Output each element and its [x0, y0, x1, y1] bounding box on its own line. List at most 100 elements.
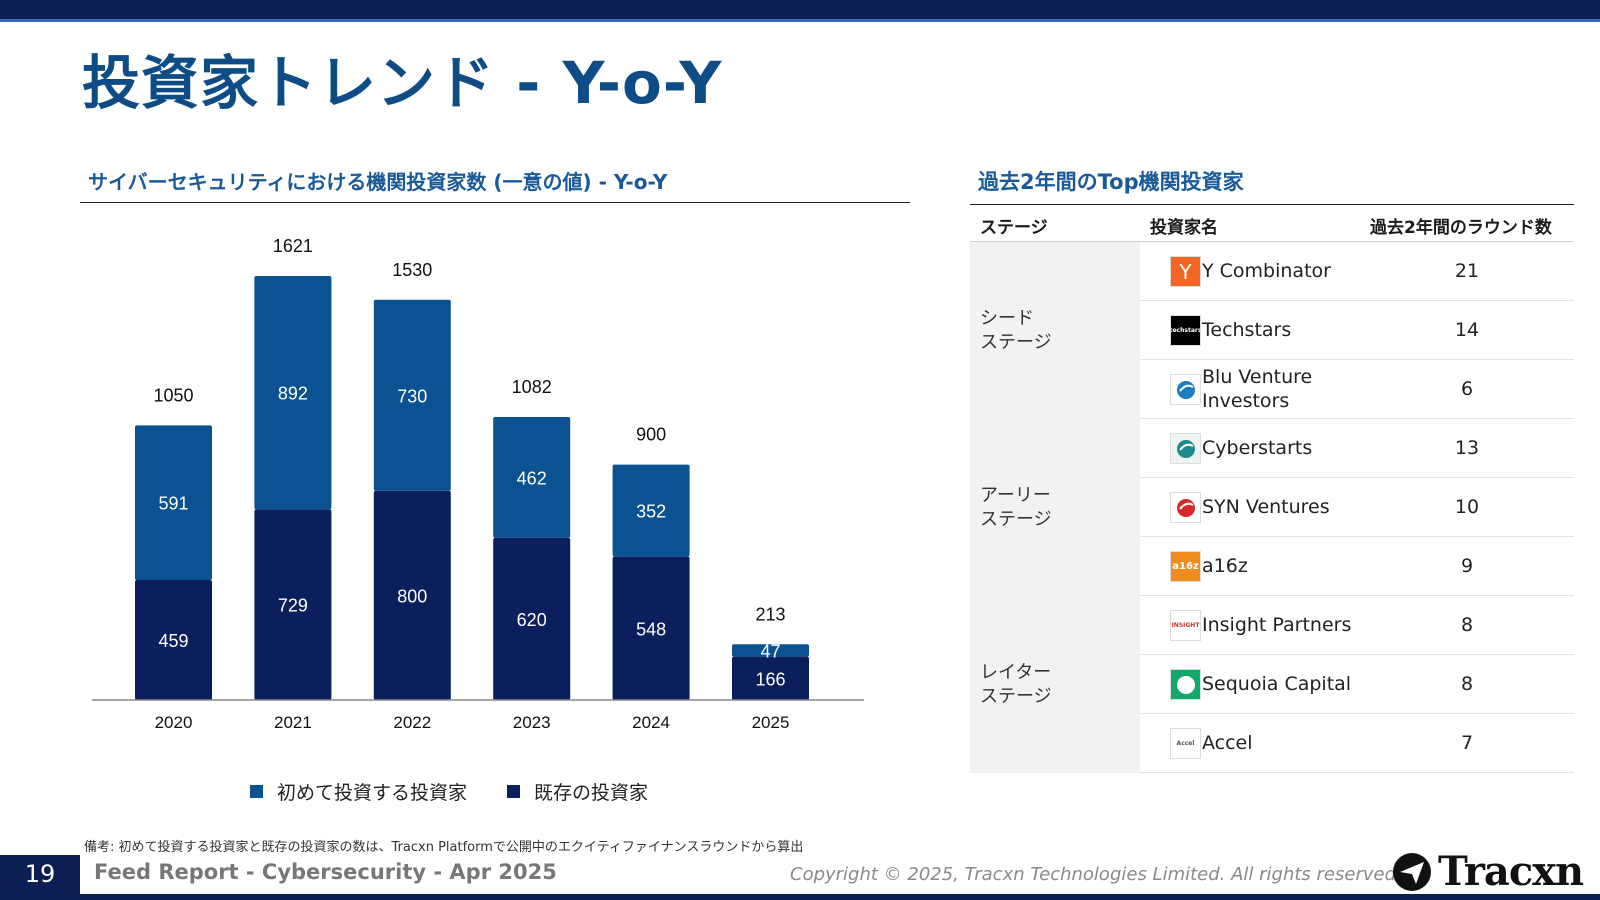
x-tick-label: 2023 [513, 713, 551, 732]
table-heading: 過去2年間のTop機関投資家 [978, 170, 1244, 194]
investor-logo-icon: techstars [1170, 315, 1201, 346]
table-row: techstars Techstars 14 [1140, 301, 1574, 360]
bar-segment [612, 556, 690, 700]
bar-value-label: 730 [397, 386, 427, 406]
tracxn-mark-icon [1393, 852, 1431, 891]
bar-value-label: 462 [517, 468, 547, 488]
stage-group: アーリー ステージ Cyberstarts 13 SYN Ventures 10 a16z… [970, 419, 1574, 596]
bar-value-label: 166 [755, 669, 785, 689]
table-row: Sequoia Capital 8 [1140, 655, 1574, 714]
bar-value-label: 352 [636, 502, 666, 522]
footnote: 備考: 初めて投資する投資家と既存の投資家の数は、Tracxn Platform… [84, 840, 804, 855]
bar-segment [373, 490, 451, 700]
copyright-text: Copyright © 2025, Tracxn Technologies Li… [790, 864, 1402, 885]
bar-value-label: 892 [278, 384, 308, 404]
table-row: Blu Venture Investors 6 [1140, 360, 1574, 419]
investor-name: Y Combinator [1202, 260, 1331, 282]
header-investor: 投資家名 [1150, 218, 1218, 238]
page-number: 19 [0, 855, 80, 894]
bar-value-label: 47 [760, 641, 780, 661]
table-row: Cyberstarts 13 [1140, 419, 1574, 478]
chart-legend: 初めて投資する投資家 既存の投資家 [250, 778, 648, 805]
header-rounds: 過去2年間のラウンド数 [1370, 218, 1552, 238]
legend-label-new: 初めて投資する投資家 [277, 782, 468, 804]
x-tick-label: 2022 [393, 713, 431, 732]
round-count: 6 [1460, 378, 1474, 400]
bar-segment [254, 509, 332, 700]
top-investors-table: ステージ 投資家名 過去2年間のラウンド数 シード ステージ Y Y Combina… [970, 204, 1574, 773]
header-stage: ステージ [980, 218, 1048, 238]
page-title: 投資家トレンド - Y-o-Y [82, 49, 723, 117]
legend-swatch-existing [507, 785, 521, 798]
table-row: a16z a16z 9 [1140, 537, 1574, 596]
legend-item-existing-investors: 既存の投資家 [507, 778, 648, 805]
investor-logo-icon: Y [1170, 256, 1201, 287]
round-count: 8 [1460, 614, 1474, 636]
investor-logo-icon: Accel [1170, 728, 1201, 759]
bar-total-label: 1530 [392, 260, 432, 280]
bar-total-label: 213 [755, 604, 785, 624]
investor-name: Techstars [1202, 319, 1292, 341]
table-row: INSIGHT Insight Partners 8 [1140, 596, 1574, 655]
bar-segment [135, 425, 212, 580]
chart-heading-rule [80, 202, 910, 203]
bar-segment [732, 656, 809, 700]
bar-segment [612, 464, 690, 557]
table-row: SYN Ventures 10 [1140, 478, 1574, 537]
bar-segment [373, 299, 451, 491]
legend-item-new-investors: 初めて投資する投資家 [250, 778, 467, 805]
investor-name: Accel [1202, 732, 1253, 754]
investor-logo-icon [1170, 433, 1201, 464]
brand-name: Tracxn [1438, 848, 1584, 895]
stage-group: シード ステージ Y Y Combinator 21 techstars Techstar… [970, 242, 1574, 419]
round-count: 8 [1460, 673, 1474, 695]
investor-name: Blu Venture Investors [1202, 366, 1313, 412]
bar-value-label: 459 [158, 631, 188, 651]
stage-label: シード ステージ [970, 242, 1140, 419]
footer-strip [0, 894, 1600, 900]
x-tick-label: 2025 [752, 713, 790, 732]
x-tick-label: 2021 [274, 713, 312, 732]
bar-value-label: 800 [397, 586, 427, 606]
investor-name: Insight Partners [1202, 614, 1352, 636]
chart-heading: サイバーセキュリティにおける機関投資家数 (一意の値) - Y-o-Y [88, 170, 668, 194]
investor-logo-icon [1170, 669, 1201, 700]
report-title: Feed Report - Cybersecurity - Apr 2025 [94, 860, 557, 884]
round-count: 21 [1454, 260, 1480, 282]
bar-segment [493, 416, 571, 538]
bar-segment [493, 537, 571, 700]
investor-count-chart: 459 591 1050 2020 729 892 1621 2021 800 730 1530 20… [92, 236, 864, 732]
investor-logo-icon [1170, 374, 1201, 405]
bar-value-label: 591 [158, 494, 188, 514]
investor-name: SYN Ventures [1202, 496, 1330, 518]
round-count: 9 [1460, 555, 1474, 577]
x-tick-label: 2024 [632, 713, 670, 732]
investor-logo-icon: a16z [1170, 551, 1201, 582]
bar-segment [732, 644, 809, 657]
bar-total-label: 1050 [153, 385, 193, 405]
legend-label-existing: 既存の投資家 [534, 782, 649, 804]
round-count: 10 [1454, 496, 1480, 518]
stage-label: レイター ステージ [970, 596, 1140, 773]
bar-segment [135, 579, 212, 700]
stage-group: レイター ステージ INSIGHT Insight Partners 8 Sequoia… [970, 596, 1574, 773]
investor-name: Sequoia Capital [1202, 673, 1352, 695]
investor-name: a16z [1202, 555, 1248, 577]
investor-name: Cyberstarts [1202, 437, 1313, 459]
round-count: 7 [1460, 732, 1474, 754]
stage-label: アーリー ステージ [970, 419, 1140, 596]
round-count: 13 [1454, 437, 1480, 459]
bar-total-label: 1621 [273, 236, 313, 256]
bar-value-label: 620 [517, 610, 547, 630]
investor-logo-icon [1170, 492, 1201, 523]
table-body: シード ステージ Y Y Combinator 21 techstars Techstar… [970, 242, 1574, 773]
bar-value-label: 729 [278, 596, 308, 616]
tracxn-logo: Tracxn [1390, 848, 1584, 895]
investor-logo-icon: INSIGHT [1170, 610, 1201, 641]
bar-value-label: 548 [636, 619, 666, 639]
bar-total-label: 900 [636, 425, 666, 445]
x-tick-label: 2020 [155, 713, 193, 732]
bar-total-label: 1082 [512, 377, 552, 397]
top-banner [0, 0, 1600, 22]
